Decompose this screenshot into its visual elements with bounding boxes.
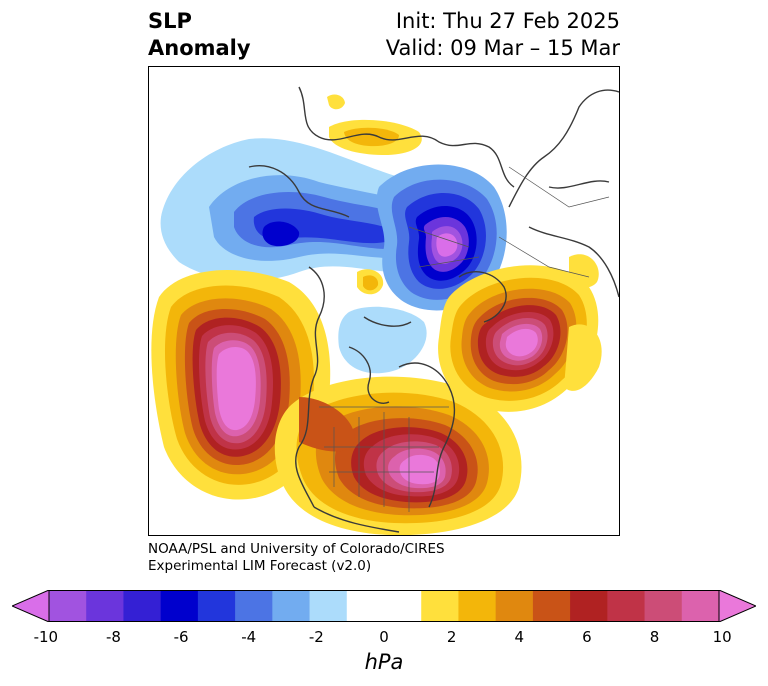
credit: NOAA/PSL and University of Colorado/CIRE… [148, 541, 445, 575]
colorbar-segment [421, 590, 459, 622]
north-siberia-weak-high [327, 94, 422, 155]
colorbar-segment [532, 590, 571, 622]
country-borders [319, 166, 610, 512]
colorbar-segment [346, 590, 385, 622]
credit-line2: Experimental LIM Forecast (v2.0) [148, 558, 372, 574]
title-type: Anomaly [148, 36, 251, 60]
title-left: SLP Anomaly [148, 8, 251, 62]
colorbar-extend-min [12, 590, 50, 622]
colorbar-segment [235, 590, 273, 622]
colorbar-segment [458, 590, 497, 622]
colorbar-tick-label: 10 [712, 628, 732, 646]
colorbar-segment [160, 590, 199, 622]
colorbar-segment [123, 590, 162, 622]
colorbar-tick-label: -2 [308, 628, 324, 646]
title-variable: SLP [148, 9, 192, 33]
colorbar-segment [495, 590, 534, 622]
north-pacific-high [151, 270, 331, 500]
slp-anomaly-map [151, 86, 619, 535]
colorbar-segment [49, 590, 87, 622]
colorbar-border [48, 590, 720, 622]
colorbar-segment [607, 590, 646, 622]
title-right: Init: Thu 27 Feb 2025 Valid: 09 Mar – 15… [386, 8, 620, 62]
colorbar-segment [384, 590, 422, 622]
colorbar-segment [197, 590, 236, 622]
colorbar-tick-label: -6 [173, 628, 189, 646]
colorbar-tick-label: 0 [379, 628, 389, 646]
colorbar-tick-label: 8 [649, 628, 660, 646]
colorbar-extend-max [718, 590, 756, 622]
north-atlantic-high [438, 254, 602, 412]
colorbar-segment [644, 590, 683, 622]
barents-scandinavia-low [376, 164, 507, 311]
colorbar-segment [309, 590, 348, 622]
colorbar [12, 590, 756, 622]
colorbar-segment [570, 590, 608, 622]
colorbar-tick-label: 4 [514, 628, 525, 646]
colorbar-segment [272, 590, 311, 622]
colorbar-segment [681, 590, 720, 622]
colorbar-tick-label: -4 [241, 628, 257, 646]
colorbar-tick-label: -8 [105, 628, 121, 646]
colorbar-unit: hPa [364, 650, 404, 674]
map-panel [148, 66, 620, 536]
colorbar-tick-label: -10 [33, 628, 59, 646]
init-date: Init: Thu 27 Feb 2025 [395, 9, 620, 33]
credit-line1: NOAA/PSL and University of Colorado/CIRE… [148, 541, 445, 557]
colorbar-tick-label: 2 [446, 628, 457, 646]
arctic-weak-low [338, 306, 427, 374]
coastlines [248, 86, 619, 533]
colorbar-segment [86, 590, 124, 622]
valid-range: Valid: 09 Mar – 15 Mar [385, 36, 620, 60]
colorbar-tick-label: 6 [582, 628, 592, 646]
